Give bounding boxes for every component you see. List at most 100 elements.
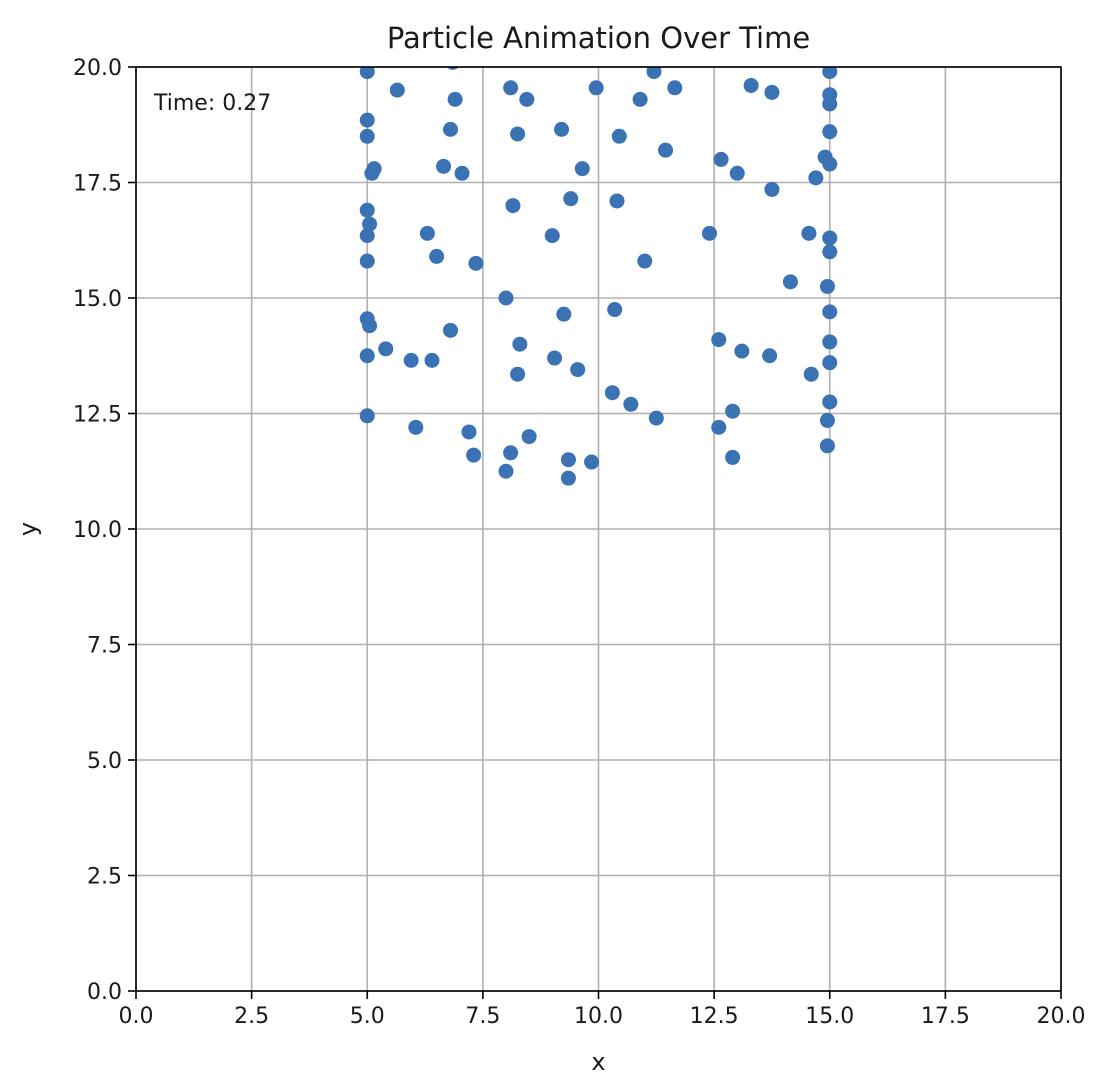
x-tick-label: 20.0 [1037,1004,1086,1029]
y-axis-label: y [14,522,42,536]
data-point [819,278,835,294]
data-point [729,165,745,181]
data-point [503,445,519,461]
data-point [359,67,375,80]
data-point [454,165,470,181]
data-points [359,67,838,486]
data-point [505,198,521,214]
data-point [667,80,683,96]
data-point [521,429,537,445]
data-point [588,80,604,96]
data-point [556,306,572,322]
data-point [764,181,780,197]
data-point [443,121,458,137]
data-point [359,311,375,327]
time-annotation: Time: 0.27 [153,91,271,116]
data-point [362,216,378,232]
chart-title: Particle Animation Over Time [387,21,810,55]
data-point [498,463,514,479]
data-point [762,348,778,364]
data-point [648,410,664,426]
data-point [359,228,375,244]
y-tick-label: 7.5 [87,634,122,659]
y-tick-label: 12.5 [73,403,122,428]
data-point [822,244,838,260]
x-axis-label: x [591,1048,605,1076]
data-point [461,424,477,440]
x-tick-label: 10.0 [574,1004,623,1029]
x-tick-label: 12.5 [690,1004,739,1029]
data-point [637,253,653,269]
data-point [764,84,780,100]
data-point [519,91,535,107]
data-point [512,336,528,352]
data-point [711,419,727,435]
data-point [801,225,817,241]
x-tick-label: 15.0 [805,1004,854,1029]
data-point [359,408,375,424]
data-point [544,228,560,244]
data-point [359,202,375,218]
data-point [503,80,519,96]
y-tick-label: 5.0 [87,749,122,774]
data-point [359,253,375,269]
data-point [822,334,838,350]
y-tick-label: 15.0 [73,287,122,312]
data-point [607,302,623,318]
data-point [822,156,838,172]
data-point [429,248,445,264]
data-point [611,128,627,144]
data-point [359,128,375,144]
y-tick-label: 2.5 [87,865,122,890]
data-point [658,142,674,158]
data-point [725,403,741,419]
data-point [443,322,458,338]
y-tick-label: 20.0 [73,56,122,81]
data-point [563,191,579,207]
data-point [822,124,838,140]
data-point [560,452,576,468]
data-point [389,82,405,98]
data-point [570,362,586,378]
data-point [822,67,838,80]
data-point [554,121,569,137]
grid-lines [135,66,1062,992]
x-tick-label: 2.5 [234,1004,269,1029]
data-point [366,161,382,177]
data-point [734,343,750,359]
x-tick-label: 5.0 [350,1004,385,1029]
x-tick-label: 17.5 [921,1004,970,1029]
data-point [822,394,838,410]
x-tick-label: 0.0 [119,1004,154,1029]
data-point [604,385,620,401]
data-point [819,438,835,454]
data-point [623,396,639,412]
data-point [822,304,838,320]
data-point [632,91,648,107]
data-point [782,274,798,290]
data-point [510,366,526,382]
y-tick-label: 0.0 [87,980,122,1005]
data-point [822,87,838,103]
data-point [510,126,526,142]
data-point [378,341,394,357]
axis-ticks: 0.0 2.5 5.0 7.5 10.0 12.5 15.0 17.5 20.0 0.0 2.5 5.… [73,56,1085,1029]
data-point [808,170,824,186]
x-tick-label: 7.5 [465,1004,500,1029]
data-point [743,77,759,93]
data-point [819,412,835,428]
data-point [803,366,819,382]
y-tick-label: 17.5 [73,172,122,197]
data-point [822,230,838,246]
data-point [646,67,662,80]
y-tick-label: 10.0 [73,518,122,543]
data-point [408,419,424,435]
data-point [498,290,514,306]
data-point [359,112,375,128]
data-point [702,225,717,241]
data-point [419,225,435,241]
data-point [466,447,482,463]
data-point [822,355,838,371]
data-point [584,454,600,470]
